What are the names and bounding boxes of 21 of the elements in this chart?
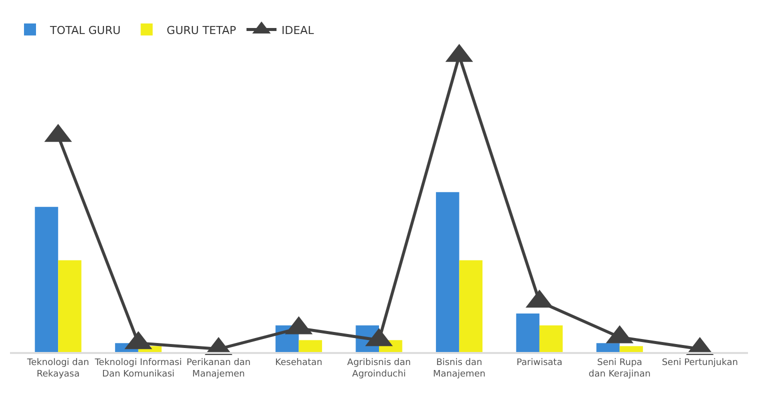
bar [436,192,460,352]
x-tick-label: Agribisnis dan Agroinduchi [347,358,411,380]
x-tick-label: Kesehatan [275,358,322,368]
x-tick-label: Teknologi dan Rekayasa [26,358,90,380]
bar [34,206,58,352]
x-tick-label: Perikanan dan Manajemen [186,358,251,380]
x-tick-label: Pariwisata [516,358,562,368]
legend-label: TOTAL GURU [49,24,121,37]
bar [539,325,563,352]
bar [516,314,540,352]
bar [58,260,82,352]
bar [298,340,322,352]
bar [596,343,620,352]
x-tick-label: Seni Rupa dan Kerajinan [588,358,651,380]
x-tick-label: Seni Pertunjukan [662,358,738,368]
legend-label: IDEAL [282,24,315,37]
bar [620,346,643,352]
bar [459,260,482,352]
legend-label: GURU TETAP [166,24,236,37]
x-tick-label: Bisnis dan Manajemen [432,358,486,380]
x-tick-label: Teknologi Informasi Dan Komunikasi [94,358,182,380]
